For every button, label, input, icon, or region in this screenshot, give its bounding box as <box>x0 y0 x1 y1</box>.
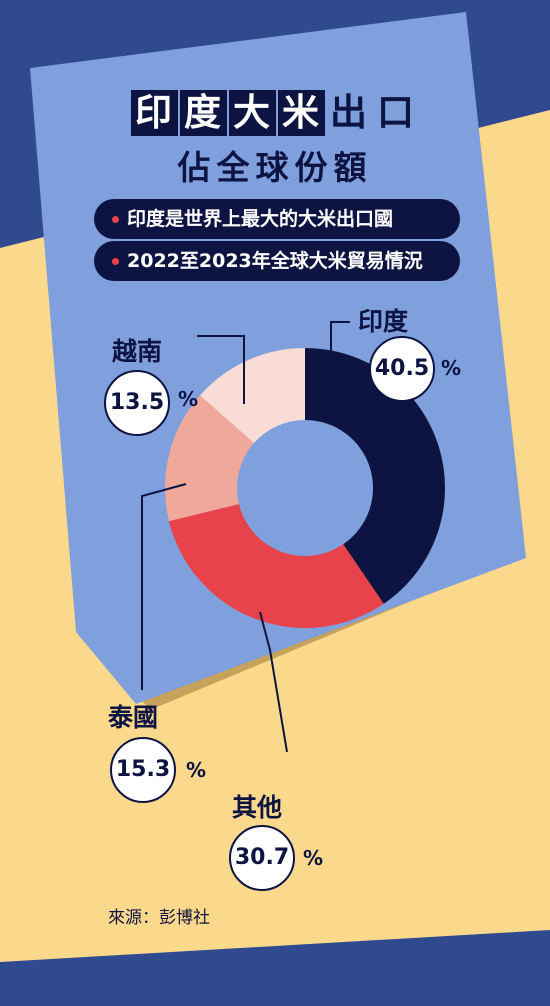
title-line-1: 印度大米出口 <box>0 90 550 136</box>
label-others: 其他 <box>232 793 283 822</box>
title-char: 度 <box>180 90 227 136</box>
percent-sign: % <box>186 758 207 782</box>
bullet-pill-2: 2022至2023年全球大米貿易情況 <box>94 241 460 281</box>
source-note: 來源：彭博社 <box>108 908 210 928</box>
bullet-text: 2022至2023年全球大米貿易情況 <box>127 250 423 272</box>
leader-line-thailand <box>141 483 187 690</box>
bullet-pill-1: 印度是世界上最大的大米出口國 <box>94 199 460 239</box>
bullet-dot-icon <box>112 258 119 265</box>
bullet-dot-icon <box>112 216 119 223</box>
label-india: 印度 <box>358 307 409 336</box>
title-char: 口 <box>377 91 416 134</box>
label-vietnam: 越南 <box>112 337 163 366</box>
leader-line-india <box>330 321 350 388</box>
title-line-2: 佔全球份額 <box>177 148 373 187</box>
leader-line-others <box>259 611 288 753</box>
value-bubble-thailand: 15.3 <box>110 737 176 803</box>
title-char: 大 <box>229 90 276 136</box>
percent-sign: % <box>303 846 324 870</box>
bullet-text: 印度是世界上最大的大米出口國 <box>127 208 394 230</box>
title-char: 米 <box>278 90 325 136</box>
value-bubble-india: 40.5 <box>369 336 435 402</box>
leader-line-vietnam <box>197 335 245 404</box>
leader-lines <box>141 321 350 753</box>
slice-thailand <box>165 395 254 522</box>
blue-bottom-band <box>0 930 550 1006</box>
title-char: 印 <box>131 90 178 136</box>
slice-vietnam <box>199 348 305 444</box>
percent-sign: % <box>178 387 199 411</box>
title-char: 出 <box>330 91 369 134</box>
slice-india <box>305 348 446 604</box>
value-bubble-vietnam: 13.5 <box>104 370 170 436</box>
percent-sign: % <box>441 356 462 380</box>
donut-chart <box>165 348 446 628</box>
value-bubble-others: 30.7 <box>229 825 295 891</box>
label-thailand: 泰國 <box>108 703 159 732</box>
slice-others <box>168 504 384 628</box>
